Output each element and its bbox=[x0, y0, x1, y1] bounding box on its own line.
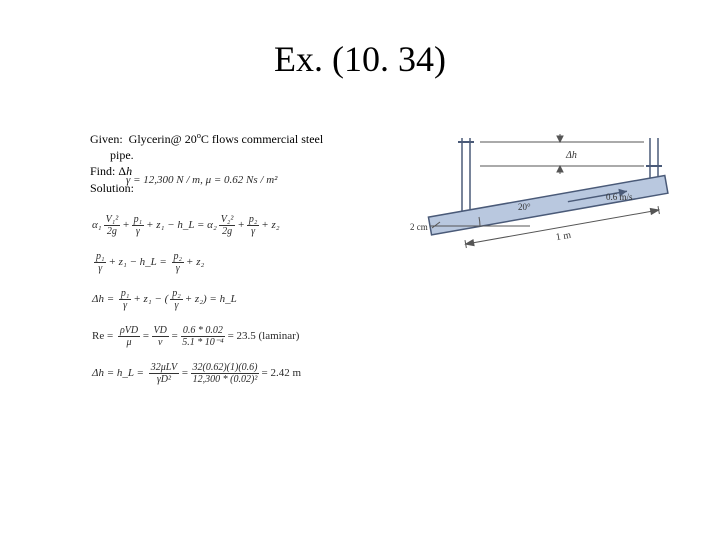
eq2: p₁γ + z₁ − h_L = p₂γ + z₂ bbox=[92, 251, 392, 274]
eq-gamma-mu: γ = 12,300 N / m, μ = 0.62 Ns / m² bbox=[126, 174, 277, 186]
eq4: Re = ρVDμ = VDν = 0.6 * 0.025.1 * 10⁻⁴ =… bbox=[92, 325, 392, 348]
pipe-diagram: Δh 1 m 20° bbox=[410, 130, 680, 290]
eq1: α₁ V₁²2g + p₁γ + z₁ − h_L = α₂ V₂²2g + p… bbox=[92, 214, 392, 237]
label-1m: 1 m bbox=[555, 230, 572, 244]
delta-h-dim bbox=[480, 134, 644, 174]
equations: α₁ V₁²2g + p₁γ + z₁ − h_L = α₂ V₂²2g + p… bbox=[92, 214, 392, 399]
label-2cm: 2 cm bbox=[410, 222, 428, 232]
eq3: Δh = p₁γ + z₁ − ( p₂γ + z₂) = h_L bbox=[92, 288, 392, 311]
eq5: Δh = h_L = 32μLVγD² = 32(0.62)(1)(0.6)12… bbox=[92, 362, 392, 385]
pipe-group: 1 m bbox=[428, 175, 673, 264]
label-20deg: 20° bbox=[518, 202, 531, 212]
slide-title: Ex. (10. 34) bbox=[0, 38, 720, 80]
given-line-2: pipe. bbox=[90, 147, 390, 163]
label-dh: Δh bbox=[565, 150, 577, 161]
given-line-1: Given: Glycerin@ 20oC flows commercial s… bbox=[90, 130, 390, 147]
label-06ms: 0.6 m/s bbox=[606, 192, 633, 202]
